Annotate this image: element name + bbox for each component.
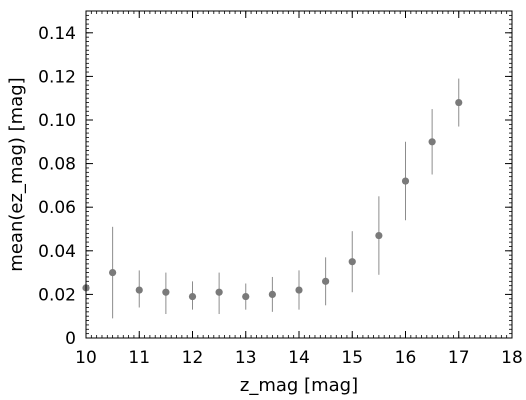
data-point	[242, 292, 250, 301]
x-tick-label: 17	[448, 348, 470, 368]
y-tick-label: 0.02	[38, 285, 76, 305]
y-tick-label: 0.06	[38, 198, 76, 218]
data-point	[295, 286, 303, 294]
data-point	[162, 288, 170, 296]
x-tick-label: 18	[501, 348, 523, 368]
data-point	[401, 177, 410, 185]
data-points	[82, 98, 463, 301]
x-tick-labels: 10 11 12 13 14 15 16 17 18	[75, 348, 523, 368]
y-tick-label: 0.10	[38, 111, 76, 131]
error-bars	[85, 78, 460, 319]
y-tick-label: 0.14	[38, 24, 76, 44]
data-point	[428, 138, 436, 146]
data-point	[322, 277, 330, 285]
x-tick-label: 16	[395, 348, 417, 368]
data-point	[268, 290, 276, 298]
data-point	[375, 231, 383, 240]
y-axis-title: mean(ez_mag) [mag]	[6, 77, 27, 271]
x-tick-label: 11	[128, 348, 150, 368]
data-point	[188, 292, 197, 301]
x-tick-label: 12	[182, 348, 204, 368]
x-axis-title: z_mag [mag]	[240, 375, 358, 396]
plot-frame	[85, 10, 513, 339]
x-tick-label: 13	[235, 348, 257, 368]
data-point	[215, 288, 223, 296]
x-tick-label: 10	[75, 348, 97, 368]
y-tick-label: 0.12	[38, 67, 76, 87]
x-tick-label: 15	[341, 348, 363, 368]
y-tick-label: 0.08	[38, 155, 76, 175]
y-tick-label: 0	[65, 329, 76, 349]
data-point	[109, 269, 117, 277]
y-tick-labels: 0 0.02 0.04 0.06 0.08 0.10 0.12 0.14	[38, 24, 76, 349]
y-tick-label: 0.04	[38, 242, 76, 262]
data-point	[348, 258, 356, 266]
x-tick-label: 14	[288, 348, 310, 368]
data-point	[135, 286, 143, 294]
data-point	[455, 98, 463, 107]
